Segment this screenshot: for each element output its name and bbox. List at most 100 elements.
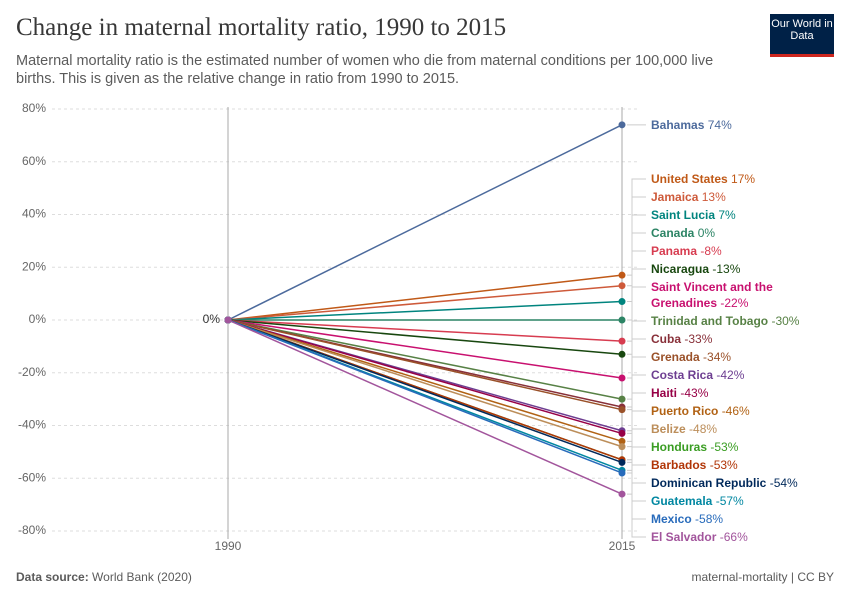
series-label: Cuba -33%	[651, 331, 841, 347]
source-label: Data source:	[16, 570, 89, 584]
series-line	[227, 284, 623, 321]
series-name: Dominican Republic	[651, 476, 767, 490]
label-connector	[627, 320, 646, 400]
value-label: -58%	[695, 512, 724, 526]
point	[618, 282, 626, 290]
y-tick-label: 40%	[22, 207, 46, 221]
label-connector	[627, 286, 646, 379]
point	[618, 490, 626, 498]
series-label: Saint Vincent and the Grenadines -22%	[651, 279, 841, 311]
series-name: Nicaragua	[651, 262, 710, 276]
x-tick-label: 2015	[609, 539, 636, 553]
y-tick-label: -20%	[18, 365, 46, 379]
series-name: United States	[651, 172, 728, 186]
y-tick-label: 20%	[22, 259, 46, 273]
series-name: Honduras	[651, 440, 708, 454]
series-name: Guatemala	[651, 494, 713, 508]
source: Data source: World Bank (2020)	[16, 570, 192, 584]
point	[618, 406, 626, 414]
label-connector	[627, 250, 646, 342]
x-tick-label: 1990	[215, 539, 242, 553]
value-label: -53%	[709, 458, 738, 472]
value-label: 13%	[701, 190, 726, 204]
chart-subtitle: Maternal mortality ratio is the estimate…	[16, 53, 714, 87]
series-line	[227, 319, 623, 448]
label-connector	[627, 232, 646, 321]
point	[224, 316, 232, 324]
y-tick-label: -40%	[18, 418, 46, 432]
value-label: -34%	[703, 350, 732, 364]
value-label: -46%	[721, 404, 750, 418]
series-label: El Salvador -66%	[651, 529, 841, 545]
footer-right: maternal-mortality | CC BY	[691, 570, 834, 584]
series-line	[227, 319, 623, 356]
series-label: Mexico -58%	[651, 511, 841, 527]
series-label: Honduras -53%	[651, 439, 841, 455]
series-label: Trinidad and Tobago -30%	[651, 313, 841, 329]
point	[618, 429, 626, 437]
value-label: -53%	[710, 440, 739, 454]
series-name: Costa Rica	[651, 368, 714, 382]
value-label: -33%	[684, 332, 713, 346]
point	[618, 469, 626, 477]
series-line	[227, 124, 623, 321]
label-connector	[627, 356, 646, 411]
value-label: -48%	[689, 422, 718, 436]
y-tick-label: -60%	[18, 470, 46, 484]
value-label: -66%	[719, 530, 748, 544]
series-name: Saint Vincent and the Grenadines	[651, 280, 773, 310]
value-label: 0%	[697, 226, 716, 240]
series-line	[227, 319, 623, 474]
logo[interactable]: Our World in Data	[770, 14, 834, 57]
series-label: Nicaragua -13%	[651, 261, 841, 277]
series-line	[227, 319, 623, 379]
value-label: -22%	[720, 296, 749, 310]
series-label: Costa Rica -42%	[651, 367, 841, 383]
value-label: 7%	[718, 208, 736, 222]
series-line	[227, 319, 623, 435]
series-line	[227, 274, 623, 321]
point	[618, 271, 626, 279]
series-name: Haiti	[651, 386, 678, 400]
point	[618, 458, 626, 466]
series-name: Canada	[651, 226, 695, 240]
start-label: 0%	[203, 312, 221, 326]
y-tick-label: 0%	[29, 312, 47, 326]
value-label: 17%	[731, 172, 756, 186]
source-text: World Bank (2020)	[92, 570, 192, 584]
series-line	[227, 319, 623, 400]
label-connector	[627, 446, 646, 461]
label-connector	[627, 410, 646, 442]
point	[618, 443, 626, 451]
y-tick-label: 80%	[22, 101, 46, 115]
series-line	[227, 319, 623, 411]
value-label: -30%	[771, 314, 800, 328]
series-name: Trinidad and Tobago	[651, 314, 769, 328]
series-name: Barbados	[651, 458, 707, 472]
series-label: Barbados -53%	[651, 457, 841, 473]
label-connector	[627, 196, 646, 287]
value-label: -8%	[700, 244, 722, 258]
series-label: United States 17%	[651, 171, 841, 187]
value-label: -57%	[715, 494, 744, 508]
series-label: Bahamas 74%	[651, 117, 841, 133]
series-name: Bahamas	[651, 117, 705, 132]
series-name: Cuba	[651, 332, 681, 346]
series-name: Jamaica	[651, 190, 699, 204]
series-label: Canada 0%	[651, 225, 841, 241]
value-label: -13%	[712, 262, 741, 276]
series-label: Belize -48%	[651, 421, 841, 437]
label-connector	[627, 469, 646, 502]
y-tick-label: 60%	[22, 154, 46, 168]
label-connector	[627, 374, 646, 432]
series-label: Guatemala -57%	[651, 493, 841, 509]
point	[618, 121, 626, 129]
value-label: -43%	[680, 386, 709, 400]
series-line	[227, 319, 623, 495]
series-line	[227, 319, 623, 443]
series-name: Puerto Rico	[651, 404, 719, 418]
label-connector	[627, 214, 646, 303]
point	[618, 395, 626, 403]
